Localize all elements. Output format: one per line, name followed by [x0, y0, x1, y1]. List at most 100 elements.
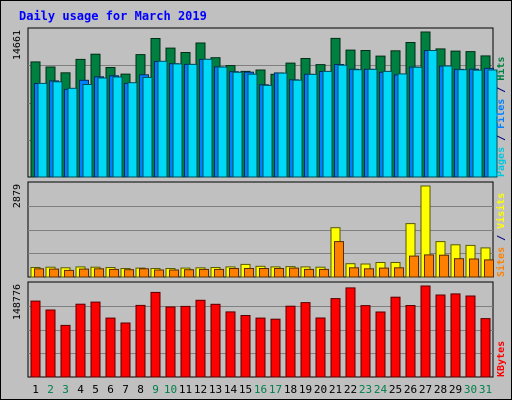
x-tick-label: 11	[179, 383, 192, 396]
x-tick-label: 19	[299, 383, 312, 396]
bar-kbytes-day-27	[420, 285, 431, 378]
bar-pages-day-5	[97, 77, 108, 178]
bar-pages-day-9	[157, 60, 168, 178]
axis-label-part: Hits	[495, 57, 507, 81]
x-tick-label: 31	[479, 383, 492, 396]
bar-sites-day-16	[259, 268, 269, 278]
axis-label-part: KBytes	[496, 341, 507, 377]
bar-sites-day-4	[79, 268, 89, 278]
bar-kbytes-day-11	[180, 305, 191, 378]
bar-sites-day-19	[304, 268, 314, 278]
bar-pages-day-26	[412, 66, 423, 178]
x-tick-label: 15	[239, 383, 252, 396]
bar-kbytes-day-13	[210, 303, 221, 378]
chart-title: Daily usage for March 2019	[19, 9, 207, 23]
bar-sites-day-14	[229, 268, 239, 278]
max-label: 2879	[12, 184, 23, 208]
axis-label: Sites / Visits	[495, 193, 507, 277]
x-tick-label: 16	[254, 383, 267, 396]
bar-kbytes-day-4	[75, 303, 86, 378]
bar-sites-day-18	[289, 267, 299, 278]
bar-sites-day-1	[34, 268, 44, 278]
bar-sites-day-28	[439, 254, 449, 278]
bar-kbytes-day-17	[270, 318, 281, 378]
bar-pages-day-7	[127, 82, 138, 178]
bar-sites-day-22	[349, 267, 359, 278]
bar-pages-day-22	[352, 69, 363, 178]
x-tick-label: 25	[389, 383, 402, 396]
x-tick-label: 28	[434, 383, 447, 396]
axis-label-part: Pages	[496, 147, 507, 177]
bar-pages-day-17	[277, 72, 288, 178]
bar-kbytes-day-30	[465, 295, 476, 378]
bar-kbytes-day-10	[165, 306, 176, 378]
bar-pages-day-27	[427, 50, 438, 178]
bar-kbytes-day-1	[30, 300, 41, 378]
x-tick-label: 3	[62, 383, 69, 396]
bar-pages-day-11	[187, 63, 198, 178]
bar-pages-day-30	[472, 69, 483, 178]
bar-pages-day-3	[67, 87, 78, 178]
bar-kbytes-day-31	[480, 318, 491, 378]
x-tick-label: 2	[47, 383, 54, 396]
bar-sites-day-12	[199, 268, 209, 278]
bar-kbytes-day-12	[195, 299, 206, 378]
bar-pages-day-20	[322, 70, 333, 178]
axis-label: Pages / Files / Hits	[495, 57, 507, 177]
bar-sites-day-25	[394, 267, 404, 278]
x-tick-label: 21	[329, 383, 342, 396]
bar-kbytes-day-5	[90, 301, 101, 378]
bar-kbytes-day-14	[225, 311, 236, 378]
axis-label: KBytes	[496, 341, 507, 377]
bar-sites-day-2	[49, 268, 59, 278]
bar-sites-day-6	[109, 268, 119, 278]
x-tick-label: 13	[209, 383, 222, 396]
bar-pages-day-31	[487, 69, 498, 178]
axis-label-part: /	[496, 81, 507, 99]
bar-pages-day-15	[247, 73, 258, 178]
axis-label-part: Sites	[495, 247, 507, 277]
bar-kbytes-day-16	[255, 317, 266, 378]
bar-sites-day-5	[94, 268, 104, 278]
bar-sites-day-15	[244, 268, 254, 278]
bar-pages-day-29	[457, 69, 468, 178]
bar-kbytes-day-24	[375, 311, 386, 378]
x-tick-label: 14	[224, 383, 238, 396]
max-label: 14661	[12, 30, 23, 60]
x-tick-label: 9	[152, 383, 159, 396]
bar-pages-day-10	[172, 63, 183, 178]
bar-kbytes-day-22	[345, 287, 356, 378]
bar-pages-day-19	[307, 73, 318, 178]
bar-sites-day-11	[184, 269, 194, 278]
bar-sites-day-7	[124, 269, 134, 278]
bar-pages-day-13	[217, 66, 228, 178]
bar-pages-day-23	[367, 68, 378, 178]
x-tick-label: 27	[419, 383, 432, 396]
bar-pages-day-21	[337, 64, 348, 178]
bar-pages-day-4	[82, 84, 93, 178]
x-tick-label: 7	[122, 383, 129, 396]
bar-sites-day-8	[139, 268, 149, 278]
x-tick-label: 18	[284, 383, 297, 396]
bar-sites-day-30	[469, 258, 479, 278]
bar-sites-day-21	[334, 241, 344, 278]
bar-sites-day-20	[319, 268, 329, 278]
bar-sites-day-10	[169, 269, 179, 278]
bar-kbytes-day-20	[315, 317, 326, 378]
kbytes-panel: 148776 KBytes	[12, 281, 507, 378]
x-tick-label: 5	[92, 383, 99, 396]
x-tick-label: 30	[464, 383, 477, 396]
axis-label-part: Files	[495, 99, 507, 129]
bar-kbytes-day-18	[285, 305, 296, 378]
x-tick-label: 23	[359, 383, 372, 396]
bar-pages-day-24	[382, 70, 393, 178]
x-tick-label: 6	[107, 383, 114, 396]
bar-kbytes-day-8	[135, 304, 146, 378]
bar-kbytes-day-23	[360, 305, 371, 378]
bar-sites-day-24	[379, 267, 389, 278]
bar-sites-day-23	[364, 268, 374, 278]
x-tick-label: 12	[194, 383, 207, 396]
bar-pages-day-25	[397, 73, 408, 178]
bar-kbytes-day-3	[60, 324, 71, 378]
bar-kbytes-day-9	[150, 291, 161, 378]
